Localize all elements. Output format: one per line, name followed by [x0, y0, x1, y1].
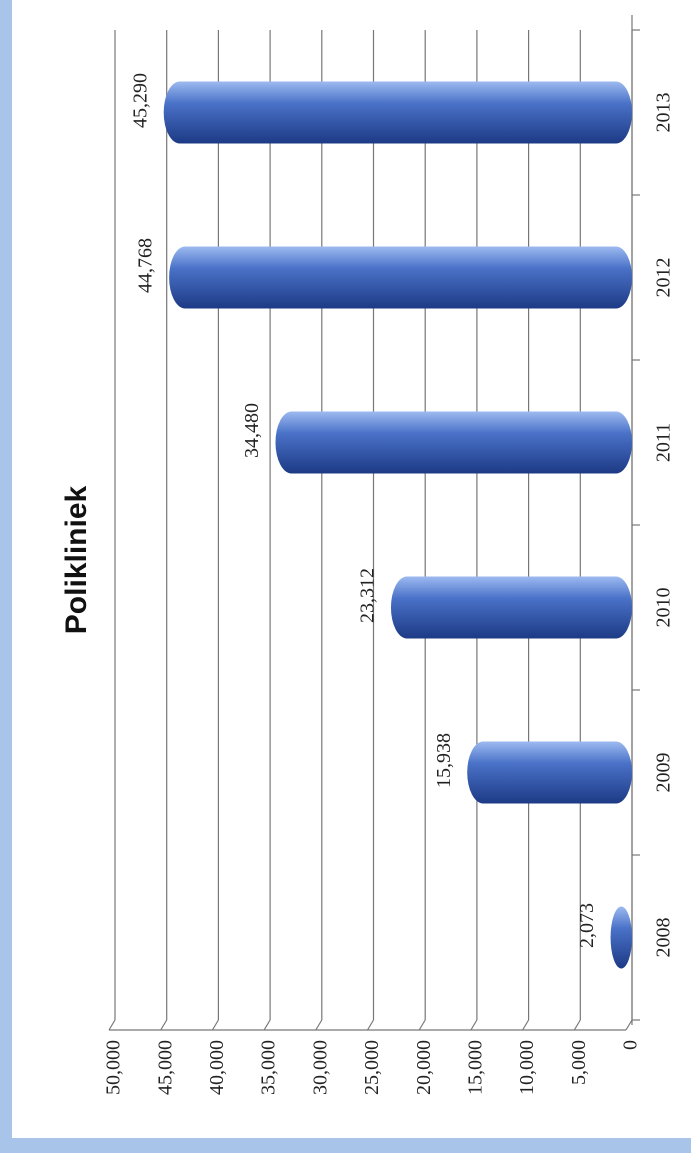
- tick-mark: [625, 1019, 633, 1031]
- x-tick-label: 2008: [653, 918, 675, 958]
- y-tick-label: 40,000: [206, 1040, 228, 1095]
- x-tick-label: 2012: [653, 258, 675, 298]
- bar: [467, 741, 632, 804]
- tick-mark: [366, 1019, 375, 1031]
- tick-mark: [418, 1019, 426, 1031]
- y-tick-label: 0: [620, 1040, 642, 1050]
- tick-mark: [573, 1019, 581, 1031]
- chart-title: Polikliniek: [60, 485, 93, 634]
- tick-mark: [160, 1019, 168, 1031]
- y-tick-label: 25,000: [361, 1040, 383, 1095]
- frame-left: [0, 0, 12, 1153]
- bar: [275, 411, 632, 474]
- tick-mark: [263, 1019, 271, 1031]
- x-tick-label: 2009: [653, 753, 675, 793]
- y-tick-label: 5,000: [568, 1040, 590, 1085]
- x-tick-label: 2010: [653, 588, 675, 628]
- y-tick-label: 50,000: [103, 1040, 125, 1095]
- y-tick-label: 35,000: [258, 1040, 280, 1095]
- frame-bottom: [0, 1138, 691, 1153]
- tick-mark: [315, 1019, 323, 1031]
- tick-mark: [108, 1019, 116, 1031]
- bar: [169, 246, 632, 309]
- data-label: 23,312: [357, 568, 379, 623]
- x-tick-label: 2013: [653, 93, 675, 133]
- tick-mark: [522, 1019, 530, 1031]
- y-tick-label: 10,000: [516, 1040, 538, 1095]
- y-tick-label: 15,000: [464, 1040, 486, 1095]
- y-tick-label: 30,000: [309, 1040, 331, 1095]
- x-tick-label: 2011: [653, 423, 675, 462]
- bar: [610, 906, 632, 969]
- tick-mark: [211, 1019, 219, 1031]
- data-label: 15,938: [433, 733, 455, 788]
- y-tick-label: 45,000: [154, 1040, 176, 1095]
- bar: [390, 576, 632, 639]
- data-label: 44,768: [135, 238, 157, 293]
- tick-mark: [470, 1019, 478, 1031]
- bar: [163, 81, 632, 144]
- data-label: 2,073: [576, 903, 598, 948]
- data-label: 34,480: [241, 403, 263, 458]
- y-tick-label: 20,000: [413, 1040, 435, 1095]
- data-label: 45,290: [129, 73, 151, 128]
